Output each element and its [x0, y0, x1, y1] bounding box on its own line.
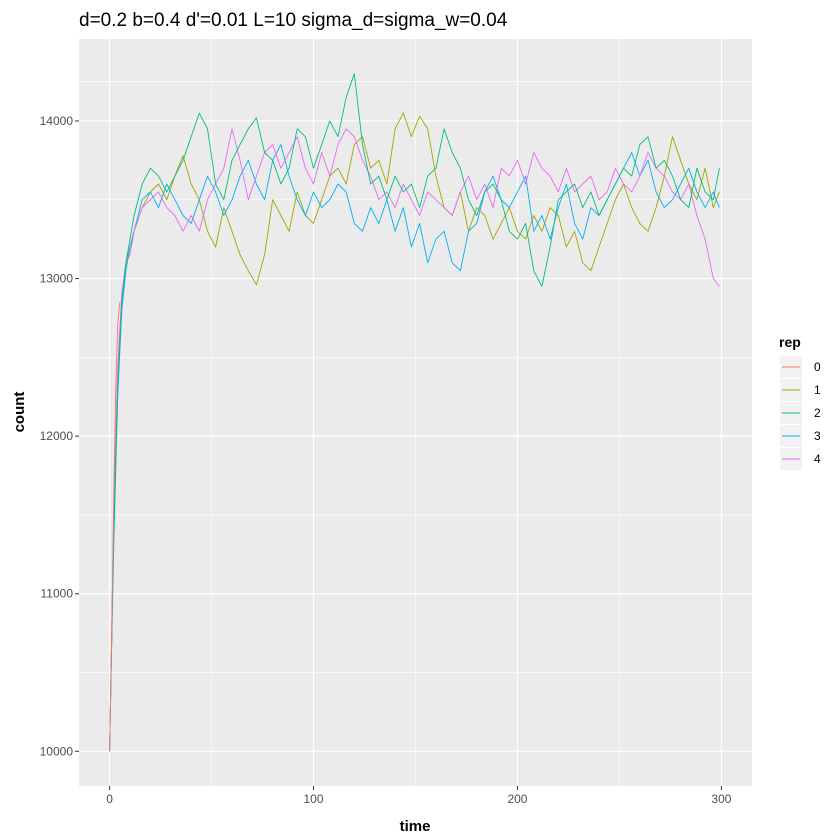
y-tick-label: 11000: [41, 587, 74, 601]
x-tick-label: 100: [304, 792, 324, 806]
legend-label-rep-3: 3: [814, 429, 821, 443]
chart-title: d=0.2 b=0.4 d'=0.01 L=10 sigma_d=sigma_w…: [79, 10, 508, 31]
legend-label-rep-1: 1: [814, 383, 821, 397]
x-axis-title: time: [400, 818, 431, 835]
legend-label-rep-4: 4: [814, 452, 821, 466]
legend: rep 0 1 2 3 4: [779, 334, 821, 470]
y-axis: 10000 11000 12000 13000 14000: [40, 114, 79, 758]
x-tick-label: 0: [106, 792, 113, 806]
series-line-rep-2: [109, 73, 720, 752]
x-axis: 0 100 200 300: [106, 786, 732, 806]
legend-title: rep: [779, 334, 801, 350]
y-tick-label: 10000: [40, 744, 74, 758]
series-line-rep-4: [109, 128, 720, 752]
y-tick-label: 14000: [40, 114, 74, 128]
legend-label-rep-0: 0: [814, 360, 821, 374]
x-tick-label: 200: [507, 792, 527, 806]
series-lines: [109, 73, 720, 752]
y-axis-title: count: [11, 392, 28, 433]
legend-label-rep-2: 2: [814, 406, 821, 420]
y-tick-label: 13000: [40, 272, 74, 286]
series-line-rep-1: [109, 112, 720, 752]
series-line-rep-0: [109, 302, 121, 752]
x-tick-label: 300: [711, 792, 731, 806]
gridlines: [79, 39, 752, 786]
y-tick-label: 12000: [40, 429, 74, 443]
